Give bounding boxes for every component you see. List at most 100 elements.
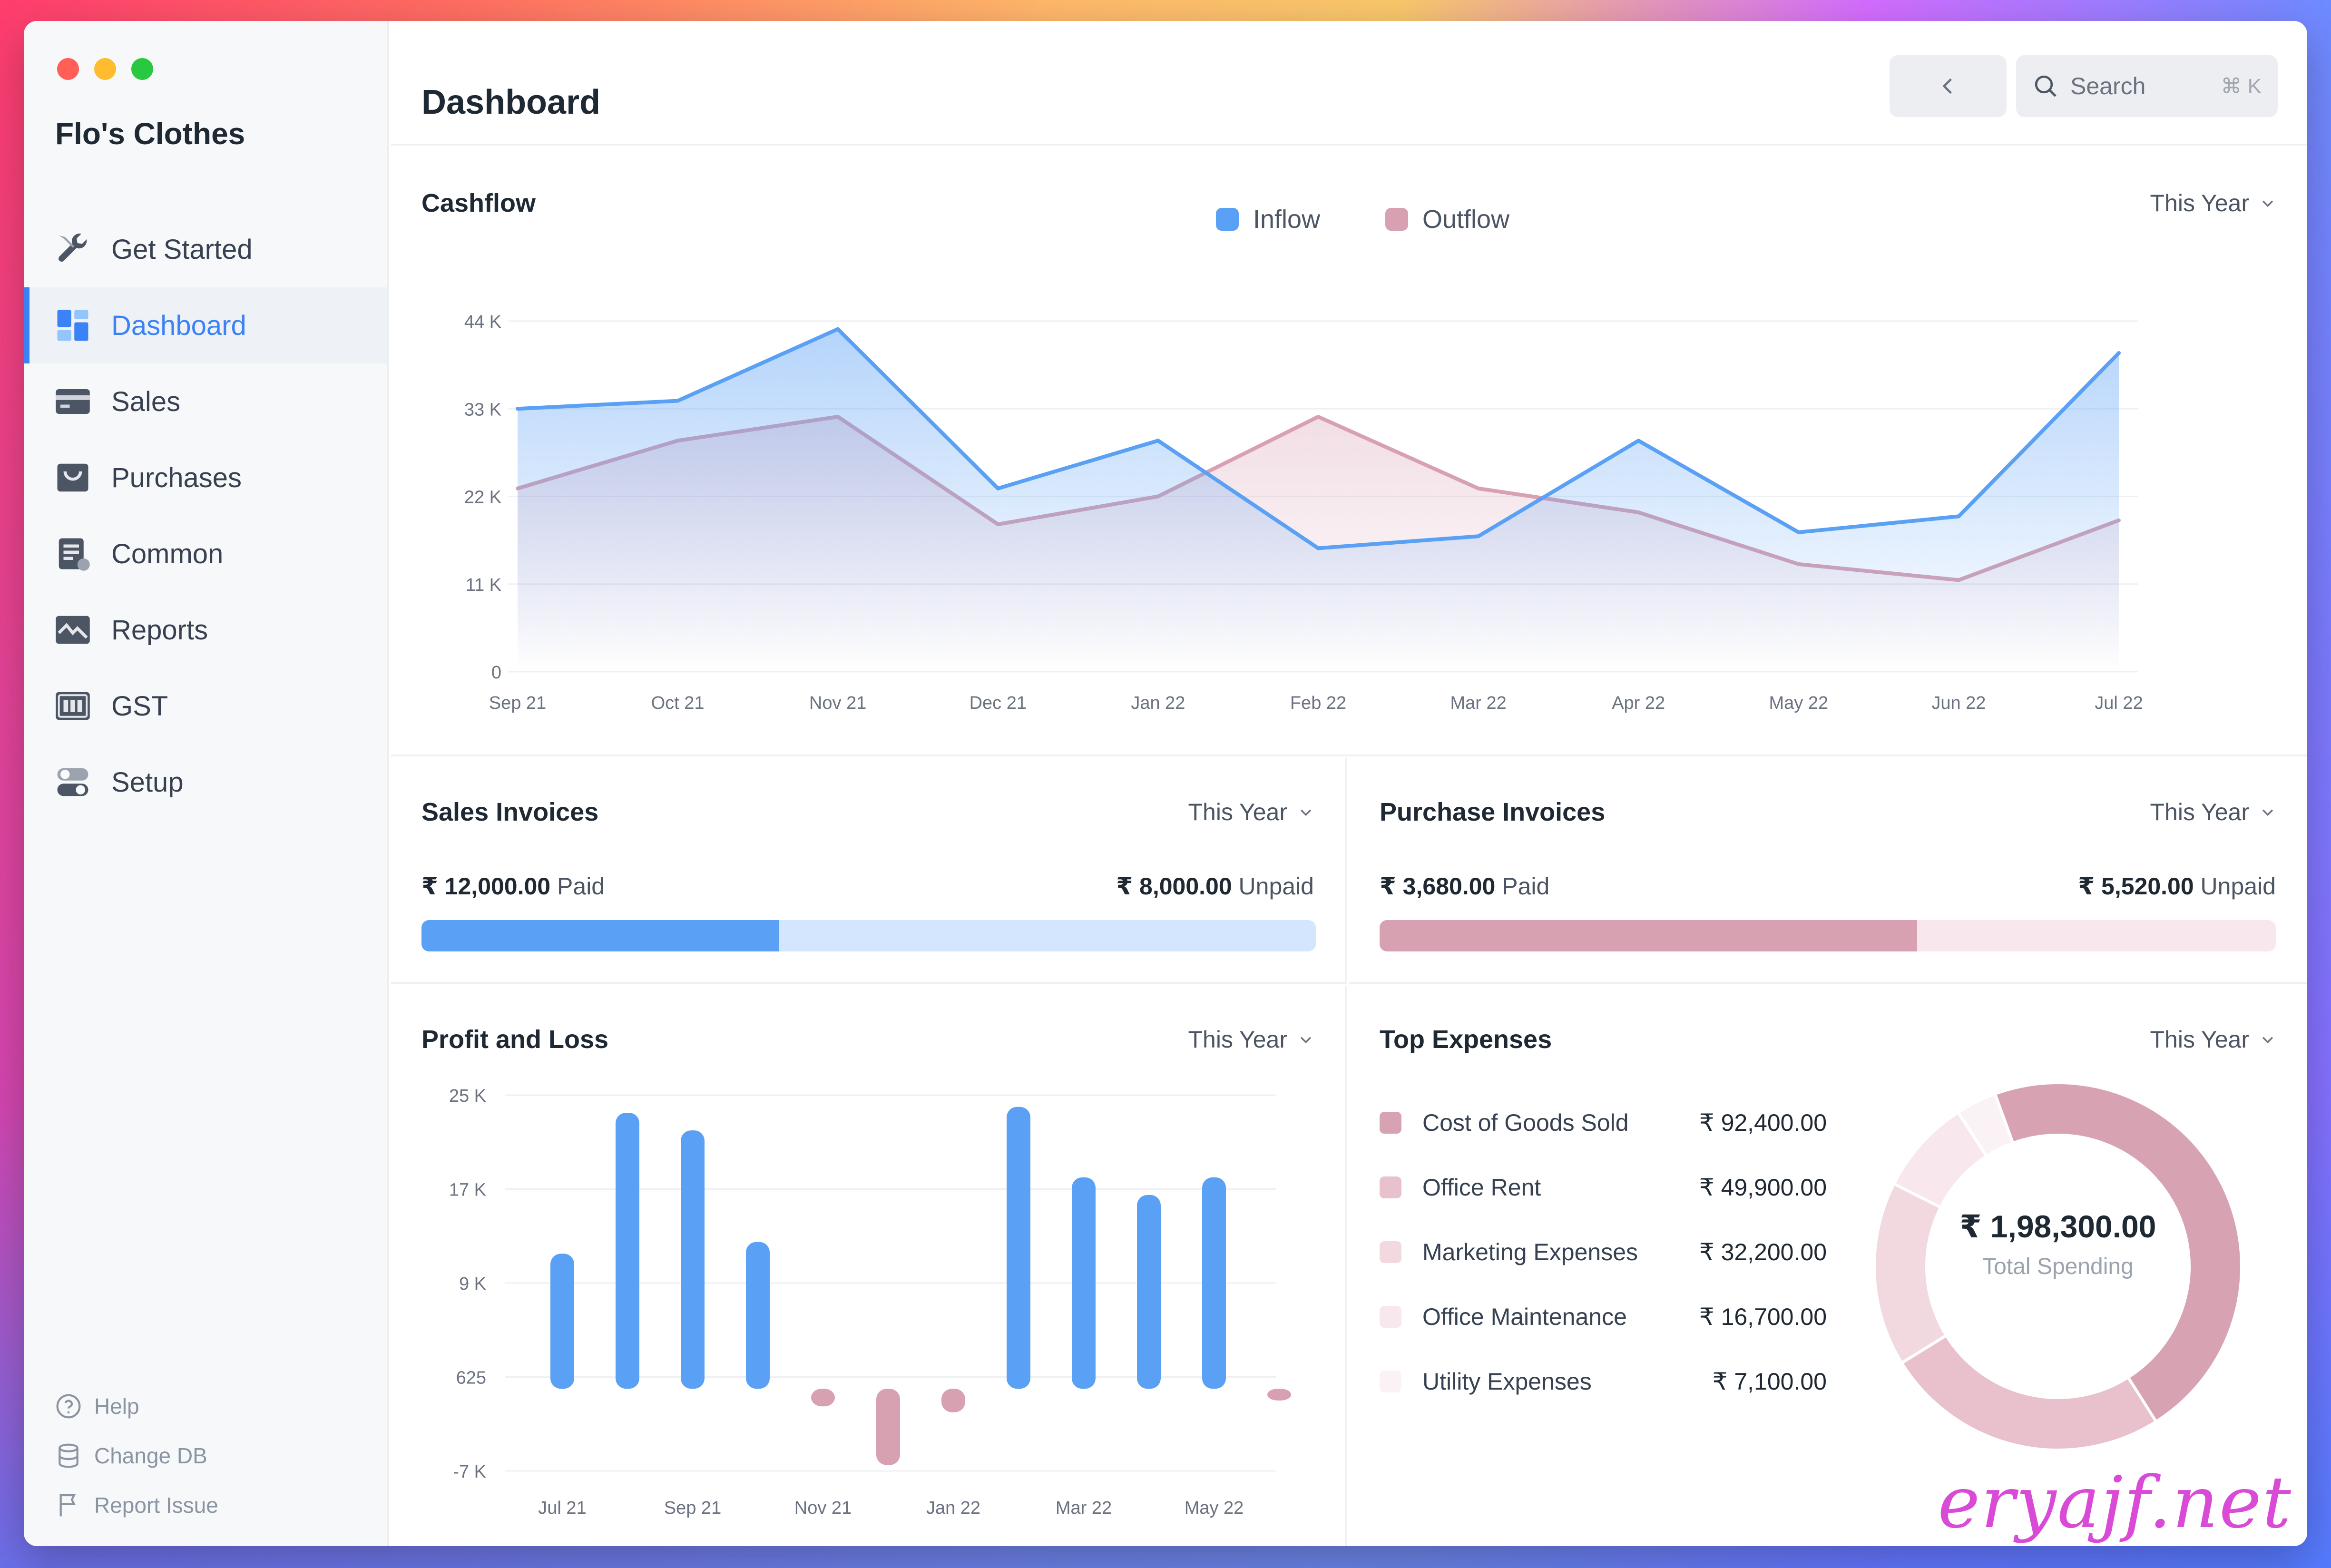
back-button[interactable] (1890, 55, 2007, 117)
y-tick-label: 11 K (466, 575, 501, 595)
sidebar-item-label: GST (111, 690, 168, 722)
sidebar-item-sales[interactable]: Sales (24, 363, 387, 440)
minimize-window-button[interactable] (94, 58, 116, 80)
main-content: Dashboard Search ⌘ K Cashflow Inflow Out… (391, 21, 2307, 1546)
sidebar: Flo's Clothes Get Started Dashboard Sale… (24, 21, 389, 1546)
y-tick-label: -7 K (453, 1462, 486, 1482)
setup-icon (54, 764, 91, 801)
expense-value: ₹ 32,200.00 (1699, 1239, 1827, 1265)
report-issue-label: Report Issue (94, 1493, 218, 1518)
donut-slice (1900, 1333, 2158, 1451)
purchase-paid-amount: ₹ 3,680.00 Paid (1380, 872, 1549, 900)
close-window-button[interactable] (57, 58, 79, 80)
sidebar-item-dashboard[interactable]: Dashboard (24, 287, 387, 363)
period-label: This Year (2150, 799, 2249, 825)
pnl-bar (1267, 1389, 1291, 1401)
sidebar-item-common[interactable]: Common (24, 516, 387, 592)
sidebar-item-purchases[interactable]: Purchases (24, 440, 387, 516)
x-tick-label: Sep 21 (489, 693, 546, 713)
top-expenses-period-dropdown[interactable]: This Year (2150, 1026, 2276, 1053)
pnl-bar (1072, 1177, 1096, 1389)
expense-swatch (1380, 1241, 1401, 1263)
purchase-unpaid-value: ₹ 5,520.00 (2078, 873, 2194, 900)
purchase-paid-suffix: Paid (1502, 873, 1550, 900)
inflow-point (516, 407, 519, 411)
x-tick-label: Mar 22 (1450, 693, 1506, 713)
purchase-invoices-period-dropdown[interactable]: This Year (2150, 798, 2276, 826)
window-controls (57, 58, 153, 80)
sidebar-item-label: Reports (111, 614, 208, 646)
expense-value: ₹ 7,100.00 (1712, 1368, 1827, 1395)
sales-invoices-progress (421, 920, 1316, 951)
profit-loss-panel: Profit and Loss This Year 25 K 17 K 9 K 625… (391, 986, 1347, 1546)
help-icon (56, 1394, 81, 1419)
purchase-paid-value: ₹ 3,680.00 (1380, 873, 1496, 900)
purchase-unpaid-amount: ₹ 5,520.00 Unpaid (2078, 872, 2276, 900)
sales-paid-suffix: Paid (557, 873, 605, 900)
maximize-window-button[interactable] (131, 58, 153, 80)
x-tick-label: Jun 22 (1931, 693, 1986, 713)
outflow-point (1476, 486, 1480, 490)
purchase-unpaid-suffix: Unpaid (2200, 873, 2276, 900)
report-issue-link[interactable]: Report Issue (55, 1480, 218, 1530)
profit-loss-title: Profit and Loss (421, 1025, 609, 1054)
inflow-point (2117, 351, 2121, 355)
sidebar-item-label: Dashboard (111, 310, 246, 341)
x-tick-label: Apr 22 (1612, 693, 1665, 713)
x-tick-label: May 22 (1185, 1498, 1244, 1518)
flag-icon (59, 1494, 76, 1517)
pnl-bar (941, 1389, 965, 1412)
expense-value: ₹ 16,700.00 (1699, 1303, 1827, 1330)
sidebar-footer: Help Change DB Report Issue (55, 1382, 218, 1530)
chevron-down-icon (2262, 809, 2273, 816)
help-link[interactable]: Help (55, 1382, 218, 1431)
database-icon (59, 1443, 78, 1468)
sales-invoices-period-dropdown[interactable]: This Year (1188, 798, 1314, 826)
expense-swatch (1380, 1371, 1401, 1392)
reports-icon (54, 611, 91, 648)
inflow-point (676, 399, 680, 403)
pnl-bar (550, 1254, 574, 1389)
dashboard-icon (54, 307, 91, 344)
sidebar-item-get-started[interactable]: Get Started (24, 211, 387, 287)
cashflow-legend-outflow: Outflow (1385, 205, 1509, 234)
search-shortcut: ⌘ K (2221, 74, 2262, 98)
expense-name: Office Rent (1422, 1174, 1541, 1201)
cashflow-period-dropdown[interactable]: This Year (2150, 189, 2276, 217)
change-db-link[interactable]: Change DB (55, 1431, 218, 1480)
expense-swatch (1380, 1112, 1401, 1134)
donut-slice (1956, 1092, 2015, 1158)
pnl-bar (746, 1242, 770, 1389)
sidebar-item-setup[interactable]: Setup (24, 744, 387, 820)
x-tick-label: Mar 22 (1056, 1498, 1112, 1518)
x-tick-label: Feb 22 (1290, 693, 1346, 713)
purchase-paid-bar (1380, 920, 1918, 951)
inflow-point (836, 327, 840, 331)
pnl-bar (1137, 1195, 1161, 1389)
cashflow-panel: Cashflow Inflow Outflow This Year 0 11 K 2… (391, 147, 2307, 756)
expense-value: ₹ 49,900.00 (1699, 1174, 1827, 1201)
expenses-donut-chart (1873, 1081, 2243, 1451)
x-tick-label: Jan 22 (1131, 693, 1185, 713)
profit-loss-period-dropdown[interactable]: This Year (1188, 1026, 1314, 1053)
sidebar-item-gst[interactable]: GST (24, 668, 387, 744)
pnl-bar (876, 1389, 900, 1465)
y-tick-label: 17 K (449, 1180, 486, 1200)
sidebar-item-reports[interactable]: Reports (24, 592, 387, 668)
inflow-swatch (1216, 208, 1239, 231)
legend-label: Outflow (1422, 205, 1510, 234)
sidebar-item-label: Purchases (111, 462, 242, 493)
expense-name: Marketing Expenses (1422, 1239, 1638, 1265)
inflow-point (996, 486, 1000, 490)
expense-row: Cost of Goods Sold ₹ 92,400.00 (1380, 1104, 1827, 1142)
legend-label: Inflow (1253, 205, 1321, 234)
expense-name: Utility Expenses (1422, 1368, 1592, 1395)
inflow-area (518, 329, 2119, 672)
sales-unpaid-value: ₹ 8,000.00 (1116, 873, 1232, 900)
search-button[interactable]: Search ⌘ K (2016, 55, 2278, 117)
sales-paid-value: ₹ 12,000.00 (421, 873, 551, 900)
sales-paid-amount: ₹ 12,000.00 Paid (421, 872, 605, 900)
purchases-icon (54, 459, 91, 496)
change-db-label: Change DB (94, 1443, 207, 1468)
inflow-point (1636, 439, 1641, 443)
